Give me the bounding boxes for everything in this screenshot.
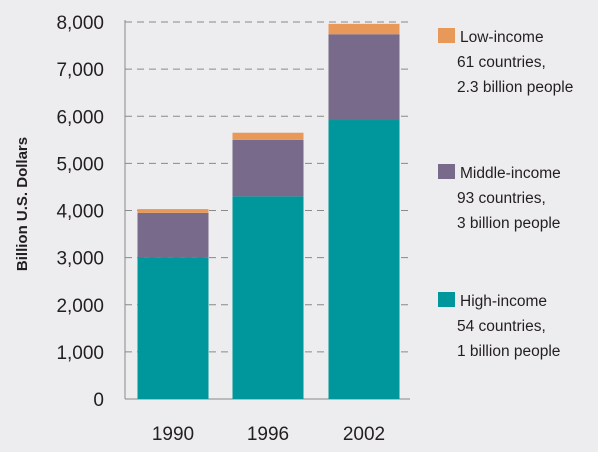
x-tick-label: 1990	[152, 424, 194, 445]
y-tick-label: 6,000	[56, 107, 104, 128]
legend-detail: 3 billion people	[457, 215, 560, 232]
y-tick-label: 7,000	[56, 60, 104, 81]
legend-label: Low-income	[460, 29, 544, 46]
bar-segment-low-income-1990	[137, 209, 209, 213]
y-tick-label: 5,000	[56, 154, 104, 175]
legend-detail: 1 billion people	[457, 343, 560, 360]
x-tick-label: 2002	[343, 424, 385, 445]
legend-swatch	[438, 28, 455, 43]
bars	[137, 23, 400, 400]
bar-segment-middle-income-1996	[232, 139, 304, 197]
y-tick-label: 1,000	[56, 343, 104, 364]
legend-item-high-income: High-income 54 countries, 1 billion people	[438, 292, 560, 360]
bar-segment-middle-income-1990	[137, 212, 209, 258]
bar-segment-high-income-1996	[232, 196, 304, 399]
legend-label: Middle-income	[460, 165, 561, 182]
legend-item-low-income: Low-income 61 countries, 2.3 billion peopl…	[438, 28, 573, 96]
y-tick-labels: 0 1,000 2,000 3,000 4,000 5,000 6,000 7,000 8,00…	[56, 13, 104, 411]
y-tick-label: 4,000	[56, 202, 104, 223]
x-tick-labels: 1990 1996 2002	[152, 424, 385, 445]
legend-detail: 54 countries,	[457, 318, 546, 335]
y-tick-label: 2,000	[56, 296, 104, 317]
legend-detail: 2.3 billion people	[457, 79, 573, 96]
legend-label: High-income	[460, 293, 547, 310]
legend-swatch	[438, 164, 455, 179]
y-axis-label: Billion U.S. Dollars	[14, 137, 31, 271]
legend-item-middle-income: Middle-income 93 countries, 3 billion peop…	[438, 164, 561, 232]
bar-segment-high-income-1990	[137, 257, 209, 399]
y-tick-label: 8,000	[56, 13, 104, 34]
legend-detail: 61 countries,	[457, 54, 546, 71]
legend: Low-income 61 countries, 2.3 billion peopl…	[438, 28, 573, 360]
x-tick-label: 1996	[247, 424, 289, 445]
y-tick-label: 3,000	[56, 249, 104, 270]
legend-detail: 93 countries,	[457, 190, 546, 207]
bar-segment-low-income-2002	[328, 23, 400, 35]
y-tick-label: 0	[93, 390, 104, 411]
bar-segment-high-income-2002	[328, 120, 400, 400]
bar-segment-middle-income-2002	[328, 34, 400, 121]
bar-segment-low-income-1996	[232, 132, 304, 140]
legend-swatch	[438, 292, 455, 307]
